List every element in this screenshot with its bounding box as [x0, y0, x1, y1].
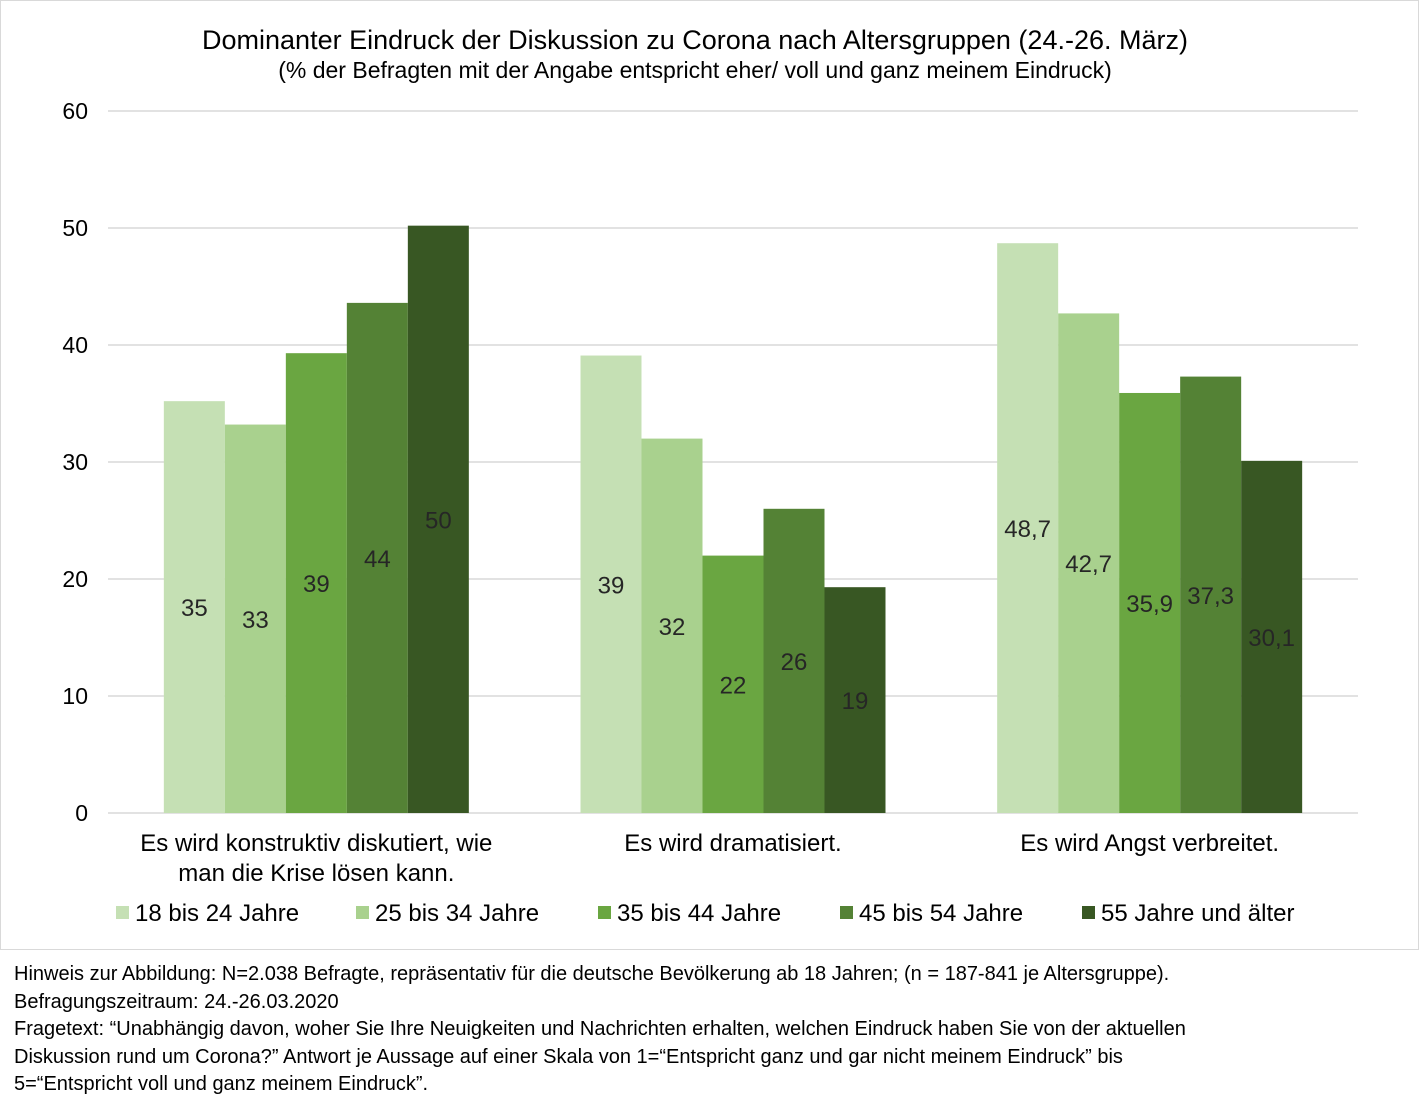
data-label: 37,3 [1187, 583, 1234, 610]
footnotes: Hinweis zur Abbildung: N=2.038 Befragte,… [14, 961, 1409, 1099]
data-label: 19 [842, 688, 869, 715]
chart-subtitle: (% der Befragten mit der Angabe entspric… [278, 57, 1112, 83]
bar [1241, 460, 1303, 813]
legend-swatch [356, 906, 369, 919]
data-label: 48,7 [1004, 516, 1051, 543]
bar [1180, 376, 1242, 813]
bar [702, 555, 764, 813]
bar [285, 353, 347, 813]
data-label: 30,1 [1248, 625, 1295, 652]
bar [407, 225, 469, 813]
y-tick-label: 0 [75, 800, 88, 826]
bar [763, 508, 825, 813]
legend-label: 35 bis 44 Jahre [617, 900, 781, 927]
bar [346, 302, 408, 813]
footnote-line: 5=“Entspricht voll und ganz meinem Eindr… [14, 1073, 429, 1095]
footnote-line: Diskussion rund um Corona?” Antwort je A… [14, 1045, 1123, 1068]
bar [824, 587, 886, 813]
footnote-line: Hinweis zur Abbildung: N=2.038 Befragte,… [14, 963, 1170, 985]
footnote-line: Befragungszeitraum: 24.-26.03.2020 [14, 990, 339, 1013]
y-tick-label: 20 [62, 566, 88, 592]
x-category-label: Es wird dramatisiert. [624, 830, 841, 857]
bar [163, 401, 225, 813]
y-tick-label: 50 [62, 215, 88, 241]
data-label: 35,9 [1126, 591, 1173, 618]
legend-swatch [598, 906, 611, 919]
legend-label: 18 bis 24 Jahre [135, 900, 299, 927]
x-category-label: man die Krise lösen kann. [178, 860, 454, 887]
x-category-label: Es wird konstruktiv diskutiert, wie [140, 830, 492, 857]
data-label: 22 [720, 672, 747, 699]
y-tick-label: 60 [62, 98, 88, 124]
legend-swatch [840, 906, 853, 919]
bar [580, 355, 642, 813]
y-tick-label: 10 [62, 683, 88, 709]
data-label: 33 [242, 607, 269, 634]
bar-chart: Dominanter Eindruck der Diskussion zu Co… [62, 25, 1358, 927]
bar [641, 438, 703, 813]
x-category-label: Es wird Angst verbreitet. [1020, 830, 1279, 857]
legend-label: 25 bis 34 Jahre [375, 900, 539, 927]
legend-label: 55 Jahre und älter [1101, 900, 1294, 927]
data-label: 26 [781, 649, 808, 676]
y-tick-label: 30 [62, 449, 88, 475]
chart-title: Dominanter Eindruck der Diskussion zu Co… [202, 25, 1188, 55]
data-label: 42,7 [1065, 551, 1112, 578]
data-label: 39 [598, 572, 625, 599]
data-label: 50 [425, 507, 452, 534]
bar [1119, 392, 1181, 813]
legend-label: 45 bis 54 Jahre [859, 900, 1023, 927]
data-label: 35 [181, 595, 208, 622]
data-label: 32 [659, 614, 686, 641]
bar [1058, 313, 1120, 813]
legend-swatch [1082, 906, 1095, 919]
legend-swatch [116, 906, 129, 919]
data-label: 39 [303, 571, 330, 598]
footnote-line: Fragetext: “Unabhängig davon, woher Sie … [14, 1018, 1186, 1040]
bar [997, 243, 1059, 813]
data-label: 44 [364, 546, 391, 573]
y-tick-label: 40 [62, 332, 88, 358]
bar [224, 424, 286, 813]
